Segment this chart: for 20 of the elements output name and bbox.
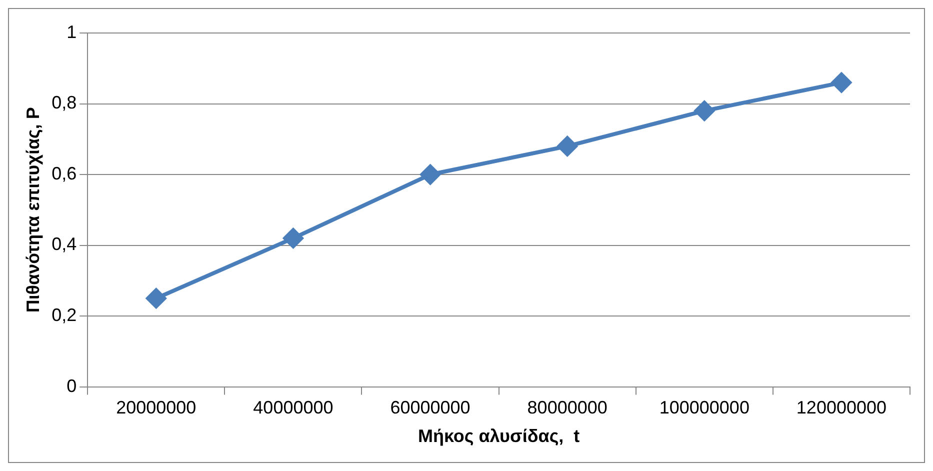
y-tick-label: 0,8 bbox=[52, 92, 77, 113]
point bbox=[694, 100, 714, 121]
y-tick-label: 0,2 bbox=[52, 305, 77, 326]
y-tick-label: 0,6 bbox=[52, 163, 77, 184]
point bbox=[283, 228, 304, 248]
y-axis-title: Πιθανότητα επιτυχίας, P bbox=[22, 107, 43, 313]
point bbox=[831, 72, 852, 93]
x-tick-label: 20000000 bbox=[116, 398, 196, 418]
x-tick-label: 80000000 bbox=[527, 398, 608, 418]
y-tick-label: 0 bbox=[66, 376, 77, 396]
x-axis-title: Μήκος αλυσίδας, t bbox=[418, 426, 580, 446]
y-tick-label: 1 bbox=[66, 22, 77, 42]
point bbox=[420, 164, 440, 185]
point bbox=[146, 288, 166, 308]
y-tick-label: 0,4 bbox=[52, 234, 77, 254]
x-tick-label: 40000000 bbox=[253, 398, 334, 418]
x-tick-label: 120000000 bbox=[796, 398, 887, 418]
x-tick-label: 60000000 bbox=[390, 398, 470, 418]
point bbox=[557, 136, 578, 156]
x-tick-label: 100000000 bbox=[659, 398, 750, 418]
